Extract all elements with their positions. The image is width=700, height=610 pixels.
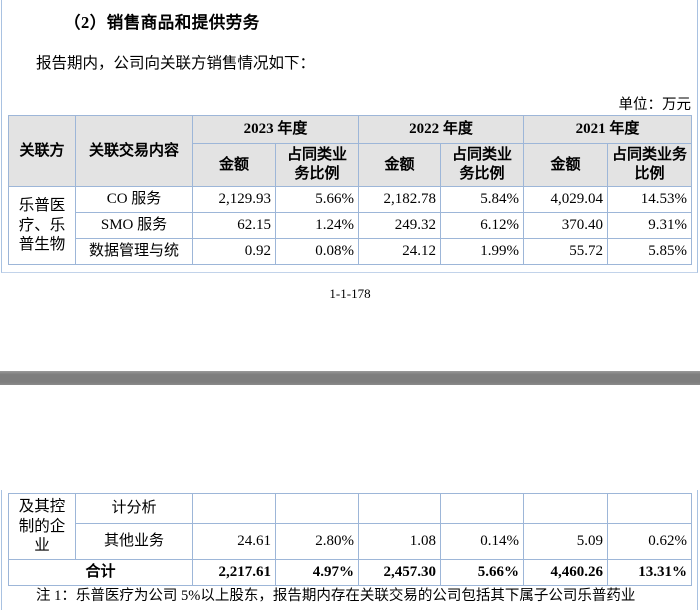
table-cell: 0.14% [440, 523, 524, 560]
empty-cell [275, 493, 359, 524]
header-ratio-2021: 占同类业务比例 [607, 143, 693, 187]
header-amount-2022: 金额 [358, 143, 442, 187]
table-row: 其他业务 24.61 2.80% 1.08 0.14% 5.09 0.62% [9, 523, 692, 560]
table-cell: 4.97% [275, 559, 359, 586]
unit-label: 单位：万元 [618, 97, 692, 113]
page-separator-bar [0, 371, 700, 385]
related-party-cell: 乐普医疗、乐普生物 [8, 186, 76, 265]
header-year-2021: 2021 年度 [523, 115, 693, 144]
table-cell: 13.31% [607, 559, 692, 586]
table-cell: 0.62% [607, 523, 692, 560]
row-label-cell: SMO 服务 [75, 212, 193, 239]
header-related-party: 关联方 [8, 115, 76, 187]
table-cell: 4,460.26 [523, 559, 608, 586]
table-cell: 55.72 [523, 238, 609, 265]
header-year-2023: 2023 年度 [191, 115, 360, 144]
row-label-cell: CO 服务 [75, 186, 193, 213]
table-cell: 24.12 [358, 238, 442, 265]
row-label-cell: 其他业务 [75, 523, 193, 560]
table-cell: 14.53% [607, 186, 693, 213]
table-cell: 5.84% [440, 186, 525, 213]
table-cell: 1.99% [440, 238, 525, 265]
section-heading: （2）销售商品和提供劳务 [64, 13, 260, 32]
header-amount-2023: 金额 [192, 143, 276, 187]
page-frame-bottom [1, 490, 698, 610]
empty-cell [358, 493, 441, 524]
table-cell: 2,217.61 [192, 559, 276, 586]
table-cell: 0.08% [274, 238, 360, 265]
table-cell: 6.12% [440, 212, 525, 239]
table-cell: 9.31% [607, 212, 693, 239]
row-label-cell: 数据管理与统 [75, 238, 193, 265]
empty-cell [440, 493, 524, 524]
page-frame-top [1, 0, 698, 273]
row-label-cell: 计分析 [75, 493, 193, 524]
total-row: 合计 2,217.61 4.97% 2,457.30 5.66% 4,460.2… [8, 559, 692, 586]
table-cell: 370.40 [523, 212, 609, 239]
table-cell: 249.32 [358, 212, 442, 239]
table-cell: 1.08 [358, 523, 441, 560]
related-party-sales-table: 关联方 关联交易内容 2023 年度 2022 年度 2021 年度 金额 占同… [8, 115, 693, 265]
header-amount-2021: 金额 [523, 143, 609, 187]
table-cell: 5.85% [607, 238, 693, 265]
table-cell: 0.92 [192, 238, 276, 265]
header-ratio-2023: 占同类业务比例 [274, 143, 360, 187]
header-transaction-content: 关联交易内容 [75, 115, 193, 187]
table-cell: 5.66% [274, 186, 360, 213]
header-ratio-2022: 占同类业务比例 [440, 143, 525, 187]
table-cell: 2,129.93 [192, 186, 276, 213]
table-cell: 1.24% [274, 212, 360, 239]
table-cell: 5.66% [440, 559, 524, 586]
table-row: 及其控制的企业 计分析 [8, 493, 692, 560]
page-number: 1-1-178 [329, 286, 371, 301]
empty-cell [607, 493, 692, 524]
table-cell: 62.15 [192, 212, 276, 239]
header-year-2022: 2022 年度 [358, 115, 525, 144]
table-cell: 5.09 [523, 523, 608, 560]
empty-cell [523, 493, 608, 524]
table-cell: 2,182.78 [358, 186, 442, 213]
table-row: 数据管理与统 0.92 0.08% 24.12 1.99% 55.72 5.85… [9, 238, 693, 265]
footnote-text: 注 1：乐普医疗为公司 5%以上股东，报告期内存在关联交易的公司包括其下属子公司… [36, 588, 636, 604]
total-label-cell: 合计 [8, 559, 193, 586]
table-cell: 24.61 [192, 523, 276, 560]
empty-cell [192, 493, 276, 524]
table-cell: 2.80% [275, 523, 359, 560]
related-party-cell: 及其控制的企业 [8, 493, 76, 560]
table-cell: 2,457.30 [358, 559, 441, 586]
intro-text: 报告期内，公司向关联方销售情况如下： [36, 55, 316, 72]
table-row: SMO 服务 62.15 1.24% 249.32 6.12% 370.40 9… [9, 212, 693, 239]
table-row: 乐普医疗、乐普生物 CO 服务 2,129.93 5.66% 2,182.78 … [8, 186, 693, 265]
related-party-sales-table-continued: 及其控制的企业 计分析 其他业务 24.61 2.80% 1.08 0.14% … [8, 493, 692, 586]
table-cell: 4,029.04 [523, 186, 609, 213]
